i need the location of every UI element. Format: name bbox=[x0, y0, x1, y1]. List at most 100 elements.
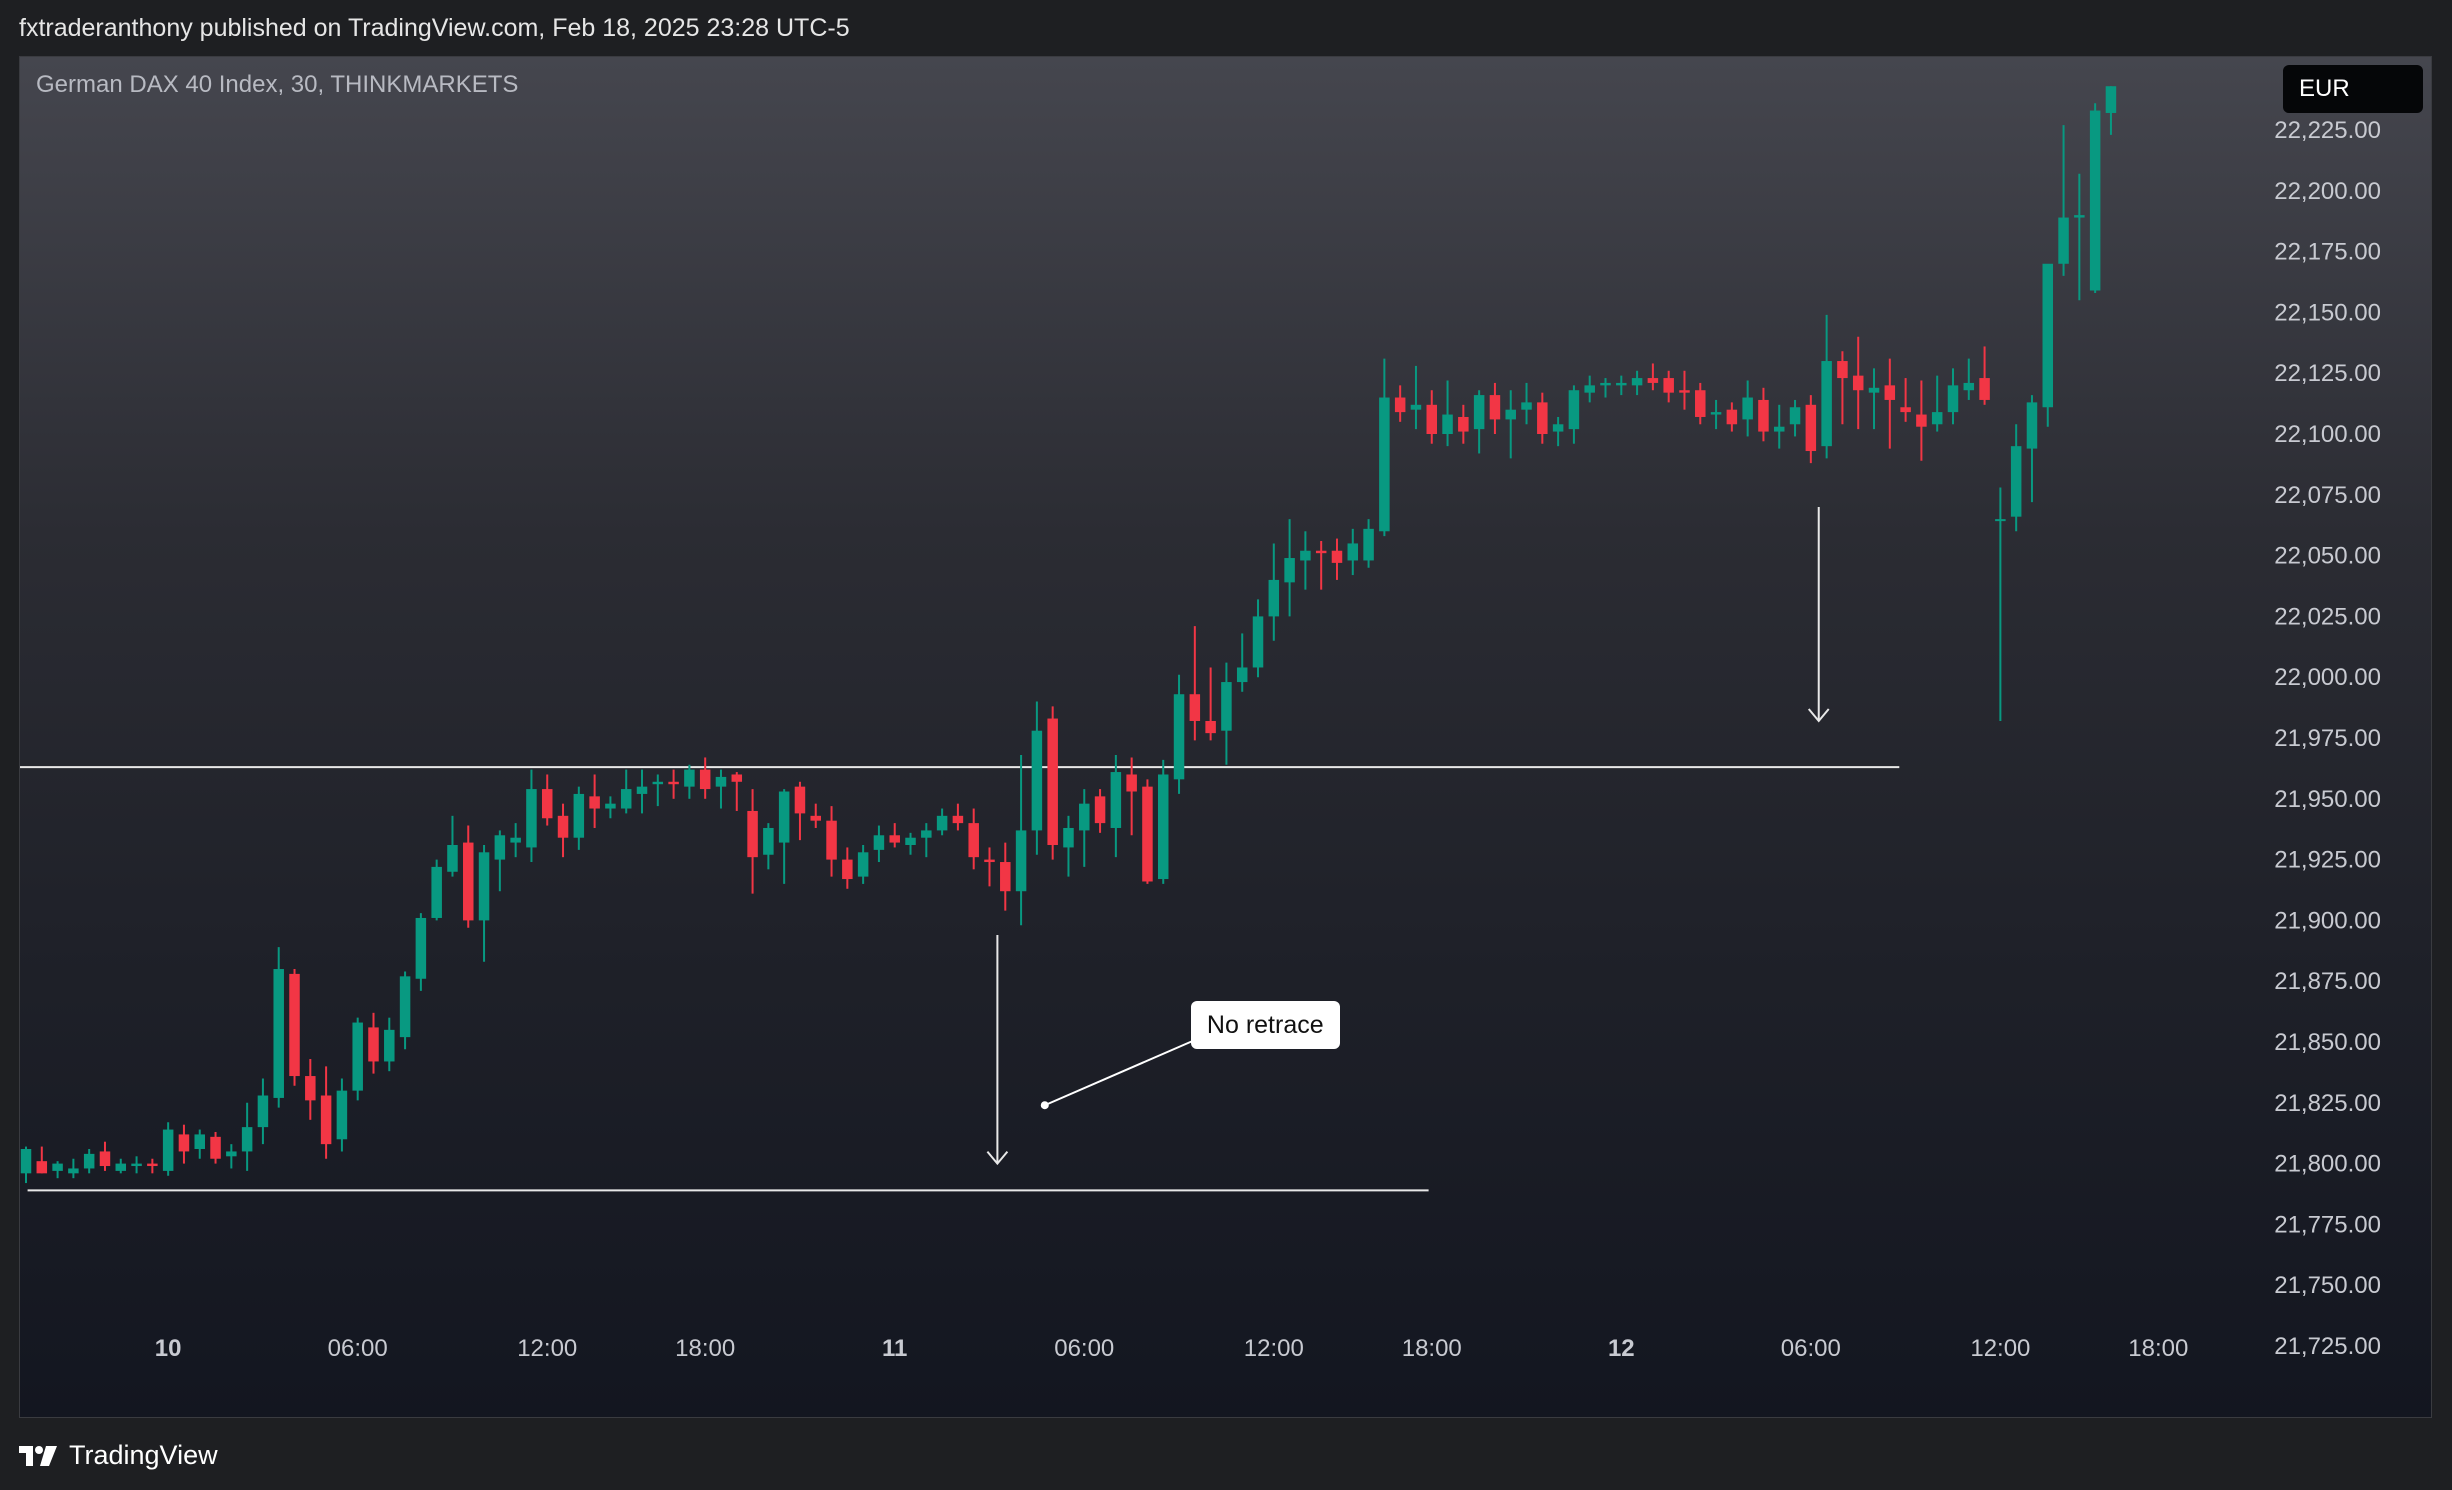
candle-body bbox=[526, 789, 537, 848]
candle-body bbox=[684, 769, 695, 787]
candle-body bbox=[1157, 774, 1169, 880]
candle-body bbox=[1489, 395, 1501, 420]
candle-body bbox=[1805, 404, 1817, 452]
price-axis-label: 22,200.00 bbox=[2274, 178, 2381, 205]
price-axis-label: 22,025.00 bbox=[2274, 603, 2381, 630]
candle-body bbox=[1916, 414, 1927, 427]
candle-body bbox=[1868, 387, 1880, 393]
price-axis-label: 21,900.00 bbox=[2274, 907, 2381, 934]
candle-body bbox=[2105, 86, 2117, 113]
candle-body bbox=[1758, 399, 1769, 432]
candle-body bbox=[1963, 382, 1975, 391]
candle-body bbox=[968, 823, 979, 858]
candle-body bbox=[1837, 361, 1848, 379]
price-axis-label: 22,100.00 bbox=[2274, 421, 2381, 448]
candle-body bbox=[889, 835, 900, 843]
candle-body bbox=[1379, 397, 1390, 532]
candle-body bbox=[1947, 385, 1959, 413]
time-axis-label: 06:00 bbox=[328, 1335, 388, 1362]
candle-body bbox=[115, 1163, 127, 1171]
price-axis-label: 22,175.00 bbox=[2274, 239, 2381, 266]
candle-body bbox=[1537, 402, 1548, 434]
candle-body bbox=[1679, 390, 1690, 393]
candle-body bbox=[162, 1129, 174, 1171]
callout-text-box[interactable]: No retrace bbox=[1190, 1000, 1340, 1049]
candle-body bbox=[1173, 694, 1185, 780]
candle-body bbox=[668, 781, 679, 785]
publish-header: fxtraderanthony published on TradingView… bbox=[0, 0, 2452, 56]
symbol-title[interactable]: German DAX 40 Index, 30, THINKMARKETS bbox=[36, 71, 519, 98]
price-axis-label: 22,125.00 bbox=[2274, 360, 2381, 387]
candle-body bbox=[1663, 378, 1674, 393]
candle-body bbox=[320, 1095, 332, 1145]
candle-body bbox=[352, 1022, 363, 1091]
candle-body bbox=[620, 789, 632, 809]
price-axis-label: 21,775.00 bbox=[2274, 1211, 2381, 1238]
candle-body bbox=[1031, 730, 1043, 831]
candle-body bbox=[1884, 385, 1896, 400]
time-axis-label: 10 bbox=[155, 1335, 182, 1362]
price-axis-label: 21,800.00 bbox=[2274, 1151, 2381, 1178]
price-axis-label: 21,725.00 bbox=[2274, 1333, 2381, 1360]
candle-body bbox=[1000, 862, 1011, 892]
candle-body bbox=[478, 852, 490, 921]
chart-canvas[interactable]: 21,725.00 21,750.00 21,775.00 21,800.00 21,8… bbox=[20, 57, 2432, 1418]
candle-body bbox=[257, 1095, 269, 1128]
candle-body bbox=[1995, 519, 2006, 522]
price-axis-label: 21,750.00 bbox=[2274, 1272, 2381, 1299]
time-axis-label: 18:00 bbox=[675, 1335, 735, 1362]
candle-body bbox=[1695, 390, 1706, 417]
candle-body bbox=[99, 1151, 111, 1167]
candle-body bbox=[431, 866, 442, 918]
callout-connector bbox=[1044, 1039, 1194, 1107]
candle-body bbox=[1142, 786, 1153, 882]
candle-body bbox=[1363, 528, 1374, 561]
price-axis-label: 22,225.00 bbox=[2274, 117, 2381, 144]
candle-body bbox=[1331, 550, 1343, 563]
candle-body bbox=[857, 852, 869, 877]
candle-body bbox=[1189, 694, 1201, 721]
candle-body bbox=[699, 769, 711, 790]
candle-body bbox=[984, 859, 995, 863]
candle-body bbox=[936, 815, 948, 831]
candle-body bbox=[131, 1163, 142, 1167]
candle-body bbox=[2042, 263, 2054, 408]
candle-body bbox=[1616, 382, 1627, 386]
candle-body bbox=[83, 1153, 95, 1169]
candle-body bbox=[1410, 404, 1422, 410]
price-axis-label: 21,875.00 bbox=[2274, 968, 2381, 995]
currency-button[interactable]: EUR bbox=[2283, 65, 2423, 113]
time-axis-label: 06:00 bbox=[1781, 1335, 1841, 1362]
candle-body bbox=[1473, 395, 1485, 430]
candle-body bbox=[510, 837, 521, 843]
price-axis-label: 21,925.00 bbox=[2274, 847, 2381, 874]
candle-body bbox=[810, 815, 821, 821]
chart-pane[interactable]: 21,725.00 21,750.00 21,775.00 21,800.00 21,8… bbox=[19, 56, 2432, 1418]
price-axis-label: 22,000.00 bbox=[2274, 664, 2381, 691]
candle-body bbox=[1931, 412, 1943, 425]
candle-body bbox=[731, 774, 743, 782]
candle-body bbox=[826, 820, 837, 860]
candle-body bbox=[1094, 796, 1106, 824]
candle-body bbox=[1079, 803, 1090, 831]
candle-body bbox=[147, 1163, 158, 1167]
footer: TradingView bbox=[0, 1418, 2452, 1490]
candle-body bbox=[463, 842, 474, 921]
tradingview-logo[interactable]: TradingView bbox=[19, 1440, 218, 1471]
candle-body bbox=[557, 815, 569, 838]
candle-body bbox=[747, 810, 758, 858]
candle-body bbox=[241, 1127, 253, 1152]
candle-body bbox=[226, 1151, 237, 1157]
candle-body bbox=[1126, 774, 1137, 792]
candle-body bbox=[1979, 378, 1990, 400]
candle-body bbox=[1284, 558, 1295, 583]
candle-body bbox=[1110, 772, 1122, 828]
candle-body bbox=[68, 1168, 79, 1174]
candle-body bbox=[415, 917, 427, 979]
time-axis-label: 11 bbox=[882, 1335, 907, 1362]
price-axis-label: 22,150.00 bbox=[2274, 299, 2381, 326]
candle-body bbox=[842, 859, 853, 880]
candle-body bbox=[1521, 402, 1532, 410]
time-axis-label: 18:00 bbox=[1402, 1335, 1462, 1362]
candle-body bbox=[636, 786, 648, 794]
